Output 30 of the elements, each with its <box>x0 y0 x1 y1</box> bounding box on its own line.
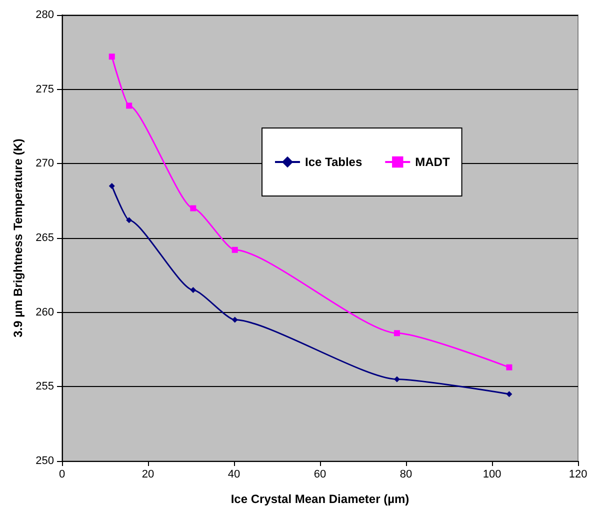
x-tick-label: 80 <box>400 468 412 480</box>
x-tick-label: 40 <box>228 468 240 480</box>
x-tick-label: 120 <box>568 468 588 480</box>
point <box>126 217 132 224</box>
y-tick-label: 270 <box>36 158 54 170</box>
point <box>232 246 238 253</box>
y-tick-label: 265 <box>36 232 54 244</box>
y-tick-label: 250 <box>36 455 54 467</box>
point <box>506 364 512 370</box>
legend-label: MADT <box>415 155 450 169</box>
point <box>394 376 400 382</box>
point <box>190 205 196 212</box>
y-tick-label: 255 <box>36 380 54 393</box>
y-axis-title: 3.9 µm Brightness Temperature (K) <box>11 138 25 338</box>
point <box>506 391 512 398</box>
x-tick-label: 60 <box>314 468 326 480</box>
x-tick-label: 20 <box>142 468 154 480</box>
point <box>190 287 196 294</box>
point <box>394 330 400 336</box>
y-tick-label: 275 <box>36 83 54 96</box>
x-tick-label: 0 <box>58 468 66 480</box>
point <box>232 316 238 323</box>
point <box>126 102 132 109</box>
legend-label: Ice Tables <box>305 155 362 169</box>
x-tick-label: 100 <box>482 468 502 480</box>
y-tick-label: 260 <box>36 306 54 318</box>
point <box>108 54 115 60</box>
x-axis-title: Ice Crystal Mean Diameter (µm) <box>230 492 410 506</box>
point <box>108 182 115 189</box>
y-tick-label: 280 <box>36 9 54 21</box>
